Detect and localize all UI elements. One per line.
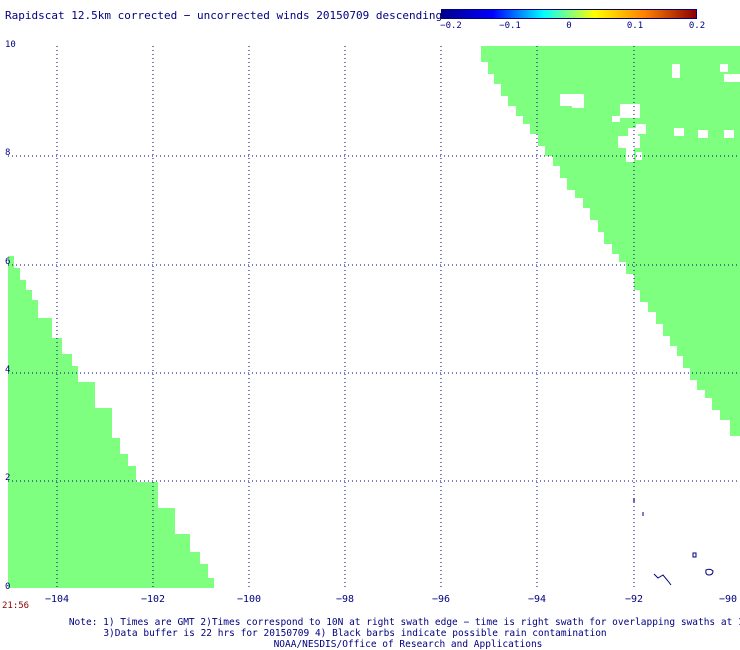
data-gap-cell: [572, 102, 584, 108]
coastline-segment: [653, 573, 672, 586]
data-gap-cell: [724, 130, 734, 138]
y-tick-label: 10: [5, 40, 16, 50]
swath-right-fill: [481, 46, 740, 436]
data-gap-cell: [674, 128, 684, 136]
x-tick-label: −104: [45, 594, 69, 605]
swath-left-fill: [8, 256, 214, 588]
data-gap-cell: [698, 130, 708, 138]
y-axis-labels: 10 8 6 4 2 0: [5, 40, 16, 592]
data-gap-cell: [730, 74, 740, 80]
colorbar-tick-label: 0.2: [688, 21, 706, 31]
data-gap-cell: [636, 152, 642, 160]
swath-right: [481, 46, 740, 436]
x-tick-label: −102: [141, 594, 165, 605]
plot-title: Rapidscat 12.5km corrected − uncorrected…: [5, 9, 443, 22]
swath-time-label: 21:56: [2, 601, 30, 611]
data-gap-cell: [620, 104, 640, 118]
footnote-line-1: Note: 1) Times are GMT 2)Times correspon…: [68, 617, 740, 628]
footnote-credit: NOAA/NESDIS/Office of Research and Appli…: [273, 639, 543, 650]
x-tick-label: −98: [336, 594, 354, 605]
x-tick-label: −96: [432, 594, 450, 605]
y-tick-label: 8: [5, 148, 10, 158]
x-tick-label: −94: [528, 594, 546, 605]
data-gap-cell: [626, 148, 634, 162]
y-tick-label: 2: [5, 473, 10, 483]
x-tick-label: −100: [237, 594, 261, 605]
coastline: [633, 498, 714, 586]
data-gap-cell: [612, 116, 620, 122]
data-gap-cell: [672, 64, 680, 78]
island-outline: [692, 552, 697, 558]
footnote-line-2: 3)Data buffer is 22 hrs for 20150709 4) …: [103, 628, 607, 639]
data-gap-cell: [618, 136, 640, 148]
data-gap-cell: [628, 128, 638, 136]
colorbar-tick-label: −0.1: [499, 21, 521, 31]
data-gap-cell: [636, 124, 646, 134]
data-gap-cell: [720, 64, 728, 72]
y-tick-label: 0: [5, 582, 10, 592]
colorbar-tick-label: 0.1: [626, 21, 644, 31]
colorbar-tick-label: −0.2: [440, 21, 462, 31]
x-axis-labels: −104 −102 −100 −98 −96 −94 −92 −90: [45, 594, 737, 605]
x-tick-label: −92: [625, 594, 643, 605]
y-tick-label: 4: [5, 365, 10, 375]
y-tick-label: 6: [5, 257, 10, 267]
island-outline: [705, 568, 714, 576]
colorbar-tick-label: 0: [566, 21, 572, 31]
colorbar: [441, 9, 697, 19]
swath-left: [8, 256, 214, 588]
x-tick-label: −90: [719, 594, 737, 605]
